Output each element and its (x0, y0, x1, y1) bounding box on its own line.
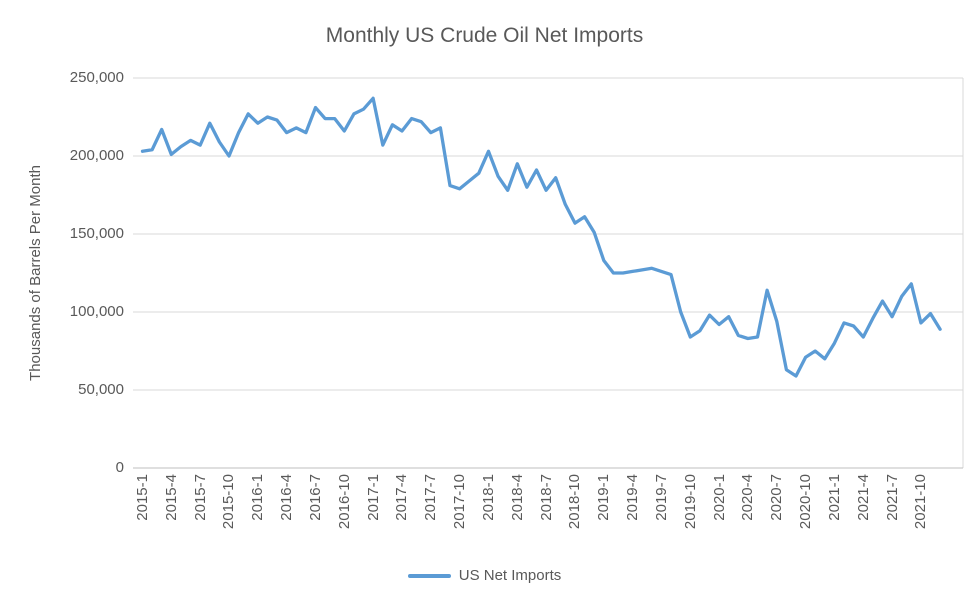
series-line-us-net-imports (140, 96, 942, 378)
x-tick-label-box: 2016-10 (334, 474, 354, 529)
x-tick-label-box: 2020-4 (738, 474, 758, 521)
legend-line-swatch (407, 573, 451, 578)
y-tick-label: 150,000 (69, 225, 124, 242)
x-tick-label-box: 2020-10 (796, 474, 816, 529)
x-tick-label-box: 2017-10 (450, 474, 470, 529)
x-tick-label-box: 2016-1 (248, 474, 268, 521)
y-tick-label: 250,000 (69, 69, 124, 86)
x-tick-label-box: 2018-4 (507, 474, 527, 521)
x-tick-label-box: 2020-7 (767, 474, 787, 521)
x-tick-label: 2019-1 (595, 474, 613, 521)
legend-label: US Net Imports (458, 567, 562, 584)
x-tick-label-box: 2018-10 (565, 474, 585, 529)
y-tick-label: 200,000 (69, 147, 124, 164)
x-tick-label-box: 2019-4 (623, 474, 643, 521)
x-tick-label-box: 2016-7 (305, 474, 325, 521)
x-tick-label: 2017-4 (393, 474, 411, 521)
x-tick-label: 2019-10 (681, 474, 699, 530)
y-tick-label: 100,000 (69, 303, 124, 320)
x-tick-label: 2019-7 (652, 474, 670, 521)
x-tick-label: 2018-1 (479, 474, 497, 521)
x-tick-label: 2015-7 (191, 474, 209, 521)
x-tick-label: 2021-1 (825, 474, 843, 521)
x-tick-label: 2018-10 (566, 474, 584, 530)
x-tick-label: 2017-1 (364, 474, 382, 521)
x-tick-label: 2019-4 (624, 474, 642, 521)
x-tick-label: 2020-1 (710, 474, 728, 521)
x-tick-label: 2021-7 (883, 474, 901, 521)
x-tick-label: 2018-4 (508, 474, 526, 521)
x-tick-label-box: 2015-1 (133, 474, 153, 521)
x-tick-label: 2021-10 (912, 474, 930, 530)
x-tick-label: 2016-7 (306, 474, 324, 521)
x-tick-label: 2016-10 (335, 474, 353, 530)
x-tick-label-box: 2016-4 (277, 474, 297, 521)
x-tick-label-box: 2015-10 (219, 474, 239, 529)
y-tick-label: 0 (115, 459, 124, 476)
x-tick-label: 2015-4 (162, 474, 180, 521)
x-tick-label: 2016-1 (249, 474, 267, 521)
x-tick-label: 2020-10 (797, 474, 815, 530)
x-tick-label-box: 2019-10 (680, 474, 700, 529)
x-tick-label: 2015-1 (134, 474, 151, 521)
x-tick-label-box: 2018-1 (478, 474, 498, 521)
x-tick-label-box: 2021-10 (911, 474, 931, 529)
x-tick-label-box: 2019-1 (594, 474, 614, 521)
y-tick-label: 50,000 (78, 381, 124, 398)
x-tick-label: 2016-4 (278, 474, 296, 521)
x-tick-label-box: 2021-1 (824, 474, 844, 521)
x-tick-label-box: 2017-7 (421, 474, 441, 521)
x-tick-label-box: 2018-7 (536, 474, 556, 521)
x-tick-label-box: 2020-1 (709, 474, 729, 521)
x-tick-label: 2017-10 (451, 474, 469, 530)
x-tick-label-box: 2017-4 (392, 474, 412, 521)
x-tick-label: 2020-7 (768, 474, 786, 521)
x-tick-label: 2020-4 (739, 474, 757, 521)
x-tick-label-box: 2021-4 (853, 474, 873, 521)
legend: US Net Imports (0, 567, 969, 584)
chart-title: Monthly US Crude Oil Net Imports (325, 24, 644, 47)
x-tick-label: 2021-4 (854, 474, 872, 521)
x-tick-label-box: 2021-7 (882, 474, 902, 521)
x-tick-label-box: 2017-1 (363, 474, 383, 521)
x-tick-label-box: 2015-4 (161, 474, 181, 521)
x-tick-label: 2017-7 (422, 474, 440, 521)
x-tick-label-box: 2015-7 (190, 474, 210, 521)
x-tick-label: 2015-10 (220, 474, 238, 530)
x-tick-label: 2018-7 (537, 474, 555, 521)
x-tick-label-box: 2019-7 (651, 474, 671, 521)
